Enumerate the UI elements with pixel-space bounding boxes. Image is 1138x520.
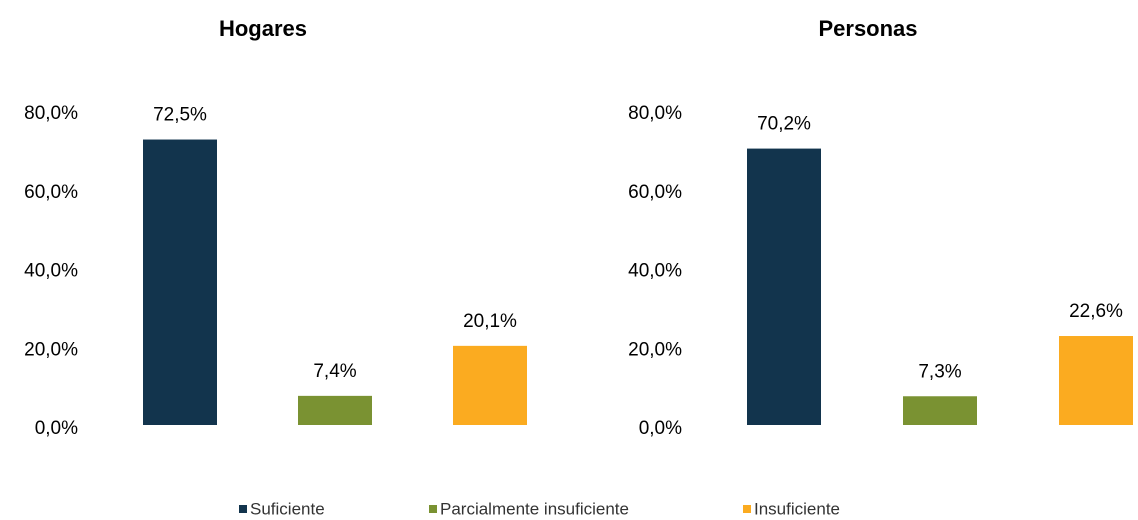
data-label: 72,5% — [153, 105, 207, 126]
bar — [453, 345, 527, 425]
legend-swatch — [239, 505, 247, 513]
legend-label: Insuficiente — [754, 499, 840, 518]
chart-title: Hogares — [219, 16, 307, 41]
bar — [298, 395, 372, 425]
y-tick-label: 0,0% — [639, 418, 682, 439]
bar — [747, 148, 821, 425]
legend-label: Suficiente — [250, 499, 325, 518]
data-label: 70,2% — [757, 114, 811, 135]
bar — [143, 139, 217, 425]
legend-swatch — [429, 505, 437, 513]
y-tick-label: 20,0% — [24, 339, 78, 360]
bar — [903, 396, 977, 425]
y-tick-label: 60,0% — [24, 182, 78, 203]
legend-label: Parcialmente insuficiente — [440, 499, 629, 518]
legend-swatch — [743, 505, 751, 513]
y-tick-label: 40,0% — [24, 261, 78, 282]
data-label: 7,3% — [918, 361, 961, 382]
y-tick-label: 20,0% — [628, 339, 682, 360]
y-tick-label: 60,0% — [628, 182, 682, 203]
y-tick-label: 40,0% — [628, 261, 682, 282]
y-tick-label: 80,0% — [24, 103, 78, 124]
data-label: 7,4% — [313, 361, 356, 382]
chart-title: Personas — [818, 16, 917, 41]
data-label: 20,1% — [463, 311, 517, 332]
bar — [1059, 336, 1133, 425]
data-label: 22,6% — [1069, 301, 1123, 322]
y-tick-label: 0,0% — [35, 418, 78, 439]
y-tick-label: 80,0% — [628, 103, 682, 124]
